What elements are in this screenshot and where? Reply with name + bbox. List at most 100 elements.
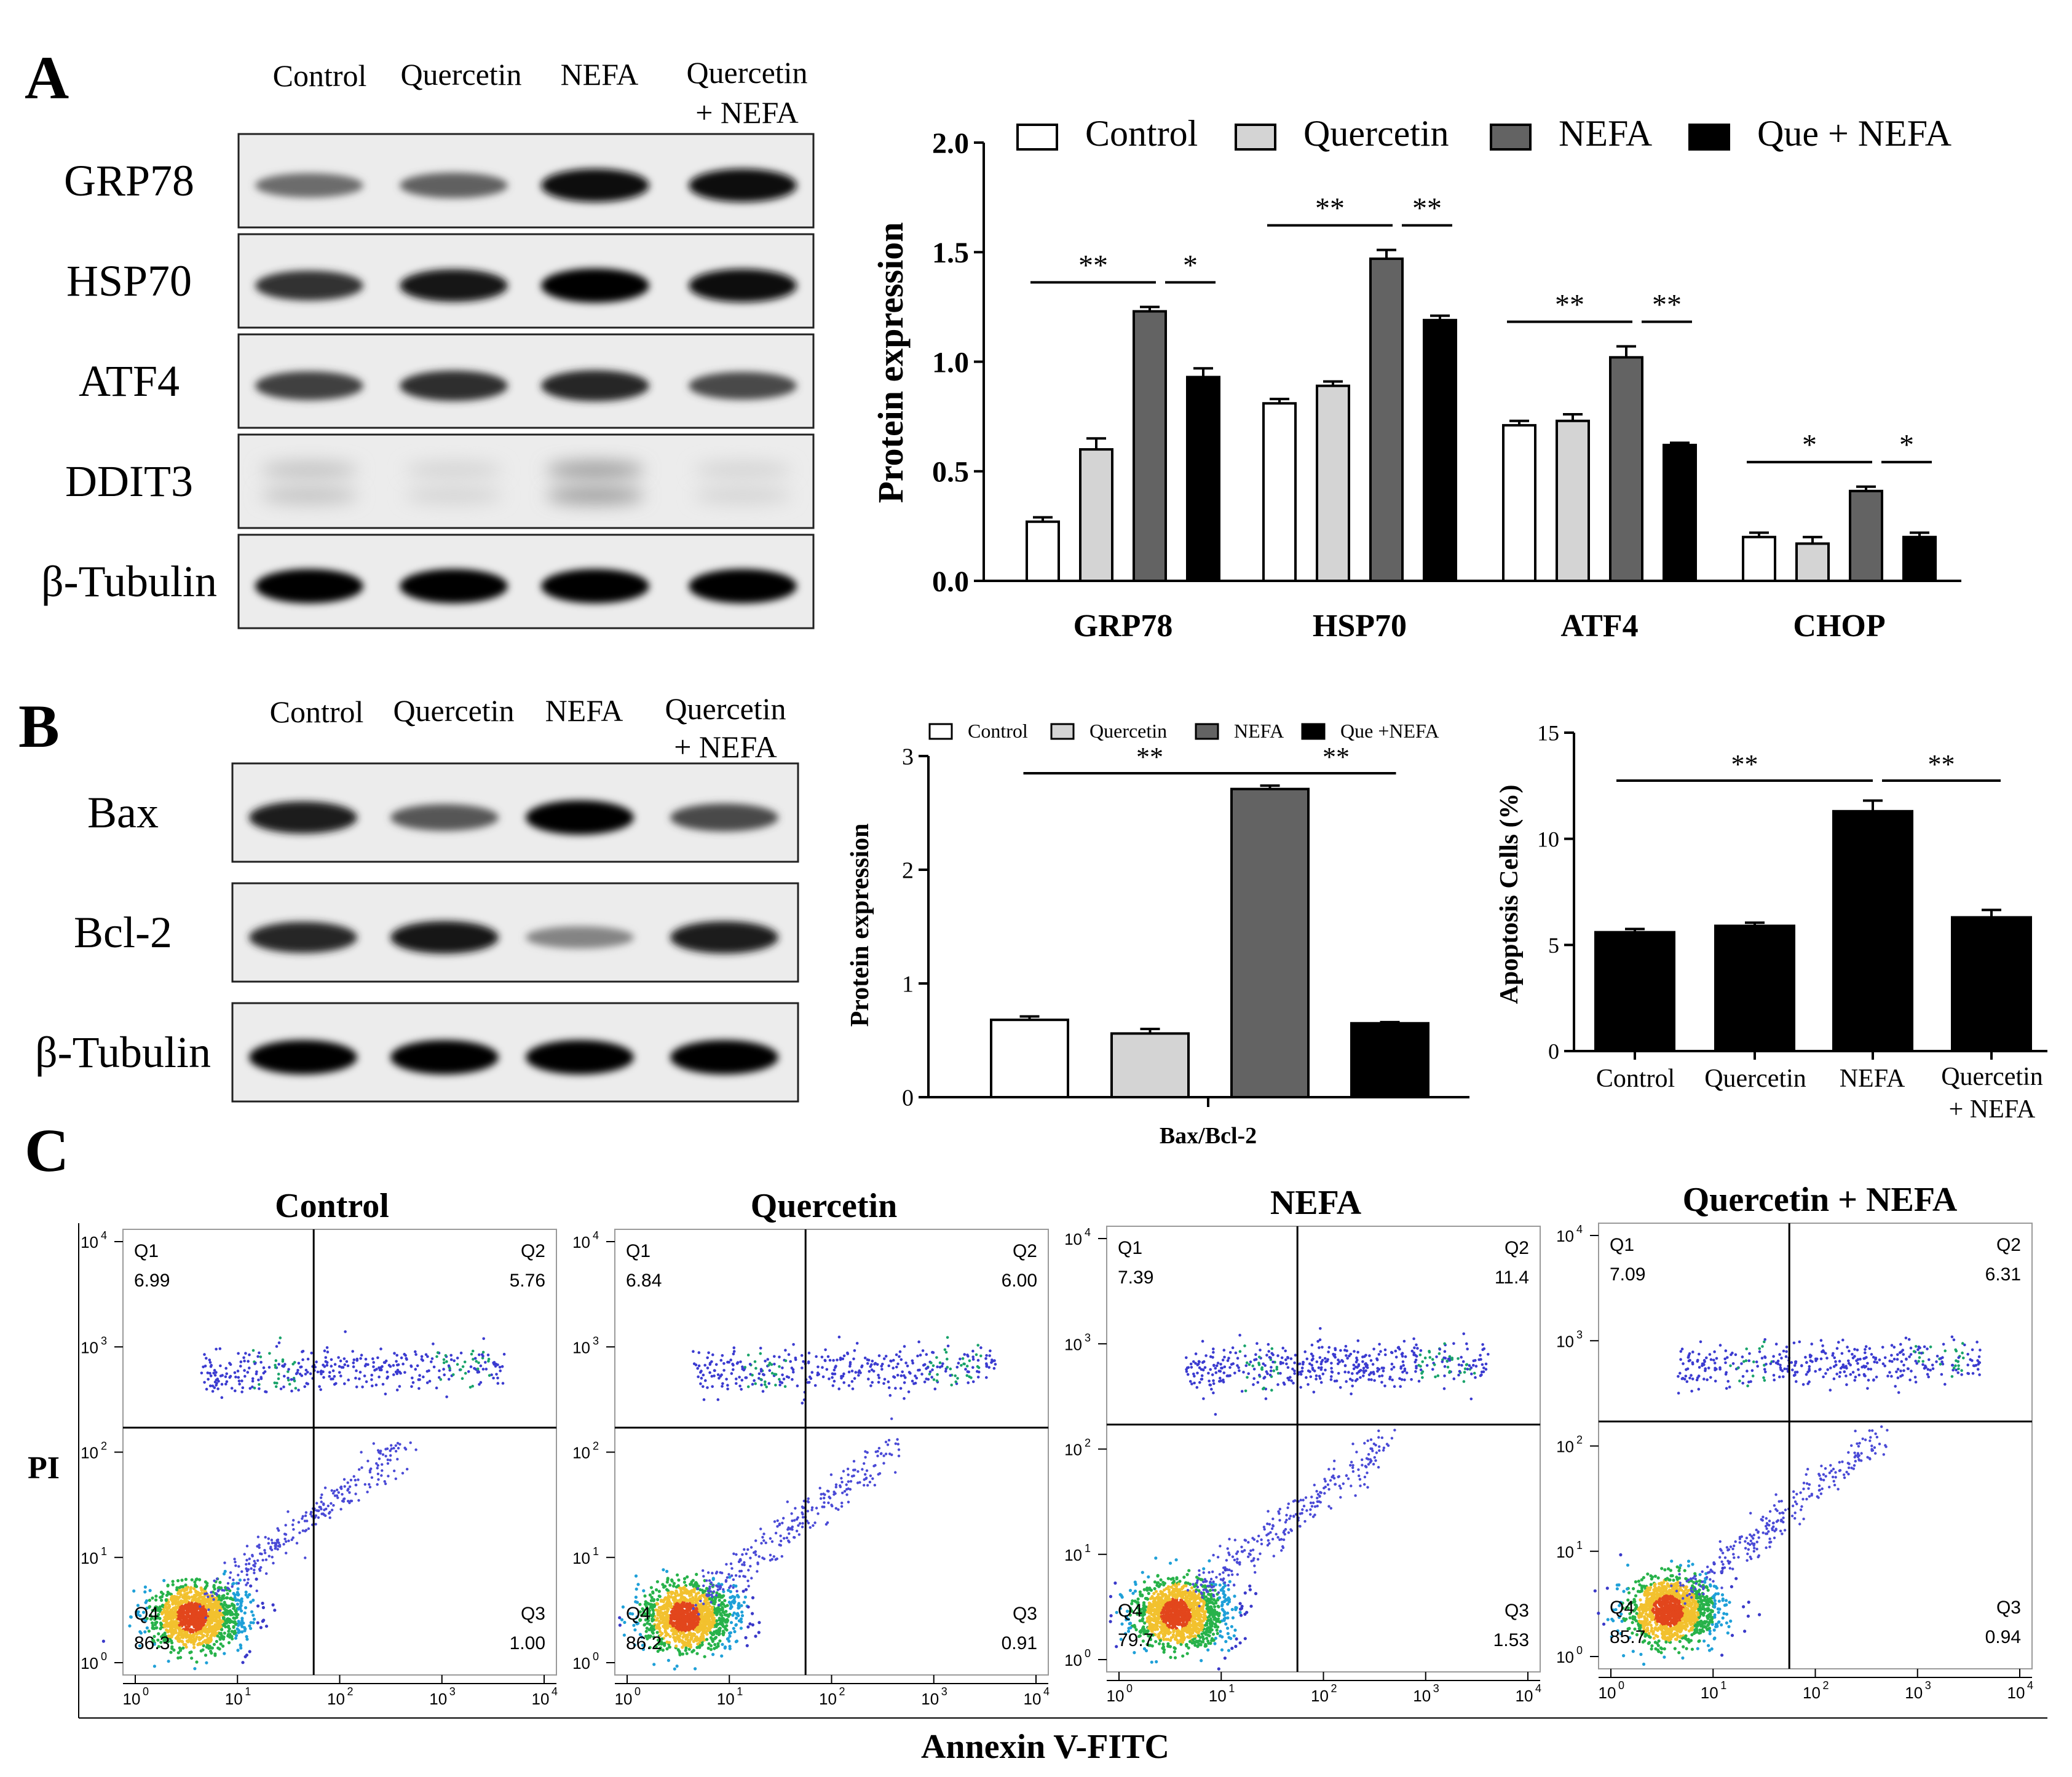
- flow-event: [190, 1602, 194, 1606]
- flow-event: [894, 1387, 897, 1390]
- blot-band: [255, 173, 363, 198]
- flow-event: [759, 1378, 762, 1381]
- flow-event: [233, 1371, 237, 1374]
- flow-event: [172, 1633, 175, 1636]
- flow-event: [160, 1598, 164, 1602]
- flow-event: [298, 1373, 302, 1376]
- flow-event: [880, 1368, 884, 1371]
- flow-x-tick-exp: 1: [737, 1685, 743, 1698]
- flow-event: [682, 1598, 686, 1602]
- blot-band: [390, 804, 499, 831]
- flow-event: [882, 1382, 885, 1385]
- blot-band: [255, 371, 363, 401]
- flow-event: [235, 1612, 239, 1616]
- flow-event: [220, 1382, 224, 1386]
- flow-event: [355, 1483, 358, 1487]
- flow-event: [665, 1569, 669, 1574]
- flow-event: [661, 1583, 665, 1586]
- flow-event: [227, 1641, 231, 1645]
- flow-event: [236, 1649, 240, 1652]
- flow-event: [180, 1593, 183, 1597]
- flow-event: [334, 1382, 338, 1385]
- flow-x-tick-exp: 2: [347, 1685, 354, 1698]
- flow-event: [258, 1567, 261, 1571]
- flow-event: [333, 1494, 337, 1497]
- flow-event: [720, 1654, 724, 1658]
- flow-event: [911, 1359, 914, 1363]
- flow-event: [265, 1572, 268, 1575]
- flow-event: [463, 1360, 467, 1364]
- flow-event: [208, 1601, 212, 1604]
- flow-event: [846, 1351, 849, 1355]
- flow-event: [246, 1582, 249, 1585]
- flow-event: [481, 1368, 485, 1371]
- chart-c-significance-stars: **: [1731, 749, 1758, 779]
- flow-event: [396, 1441, 400, 1445]
- flow-event: [740, 1610, 744, 1614]
- flow-event: [699, 1599, 702, 1602]
- flow-event: [274, 1363, 277, 1367]
- flow-event: [276, 1548, 279, 1551]
- flow-event: [950, 1384, 953, 1387]
- flow-event: [976, 1344, 979, 1347]
- flow-event: [691, 1578, 695, 1582]
- flow-event: [708, 1363, 712, 1366]
- flow-q3-value: 0.91: [1002, 1633, 1037, 1653]
- flow-event: [219, 1621, 223, 1625]
- chart-a-y-axis-label: Protein expression: [871, 222, 911, 503]
- flow-event: [243, 1578, 246, 1582]
- flow-event: [727, 1601, 731, 1604]
- flow-event: [971, 1349, 975, 1353]
- flow-event: [200, 1630, 204, 1634]
- flow-event: [341, 1366, 345, 1369]
- flow-event: [209, 1604, 213, 1607]
- flow-event: [215, 1577, 219, 1580]
- flow-event: [152, 1642, 156, 1646]
- chart-a-significance-stars: *: [1899, 429, 1914, 462]
- blot-a-lane-label: NEFA: [561, 57, 639, 92]
- flow-event: [395, 1360, 398, 1363]
- flow-y-tick-label: 10: [81, 1338, 98, 1357]
- flow-event: [174, 1606, 178, 1609]
- flow-event: [484, 1361, 487, 1364]
- flow-event: [428, 1379, 432, 1383]
- flow-event: [864, 1456, 867, 1459]
- flow-event: [681, 1645, 684, 1649]
- flow-event: [264, 1551, 267, 1554]
- flow-event: [164, 1598, 168, 1602]
- flow-event: [284, 1524, 287, 1527]
- flow-event: [710, 1360, 713, 1363]
- flow-event: [699, 1382, 702, 1385]
- flow-event: [692, 1590, 696, 1594]
- flow-event: [703, 1655, 706, 1658]
- flow-event: [906, 1365, 909, 1368]
- flow-event: [1238, 1610, 1242, 1614]
- flow-event: [352, 1358, 356, 1361]
- flow-event: [925, 1377, 928, 1381]
- flow-event: [204, 1608, 207, 1612]
- flow-event: [888, 1452, 892, 1456]
- flow-event: [173, 1595, 176, 1599]
- flow-event: [243, 1655, 247, 1658]
- flow-event: [985, 1365, 988, 1368]
- flow-event: [418, 1378, 421, 1381]
- flow-event: [299, 1365, 303, 1369]
- flow-event: [931, 1364, 935, 1368]
- flow-event: [258, 1383, 261, 1386]
- flow-event: [847, 1473, 850, 1476]
- chart-a-bar: [1026, 520, 1060, 582]
- flow-event: [222, 1594, 226, 1598]
- flow-event: [1142, 1588, 1146, 1591]
- flow-event: [502, 1352, 506, 1356]
- flow-event: [168, 1629, 172, 1633]
- flow-event: [351, 1350, 354, 1353]
- flow-event: [726, 1387, 729, 1390]
- flow-event: [192, 1612, 196, 1615]
- flow-event: [697, 1364, 701, 1368]
- blot-band: [400, 569, 508, 604]
- flow-plot-title: NEFA: [1270, 1184, 1362, 1222]
- flow-event: [183, 1643, 188, 1647]
- flow-event: [360, 1466, 363, 1469]
- flow-event: [718, 1587, 722, 1590]
